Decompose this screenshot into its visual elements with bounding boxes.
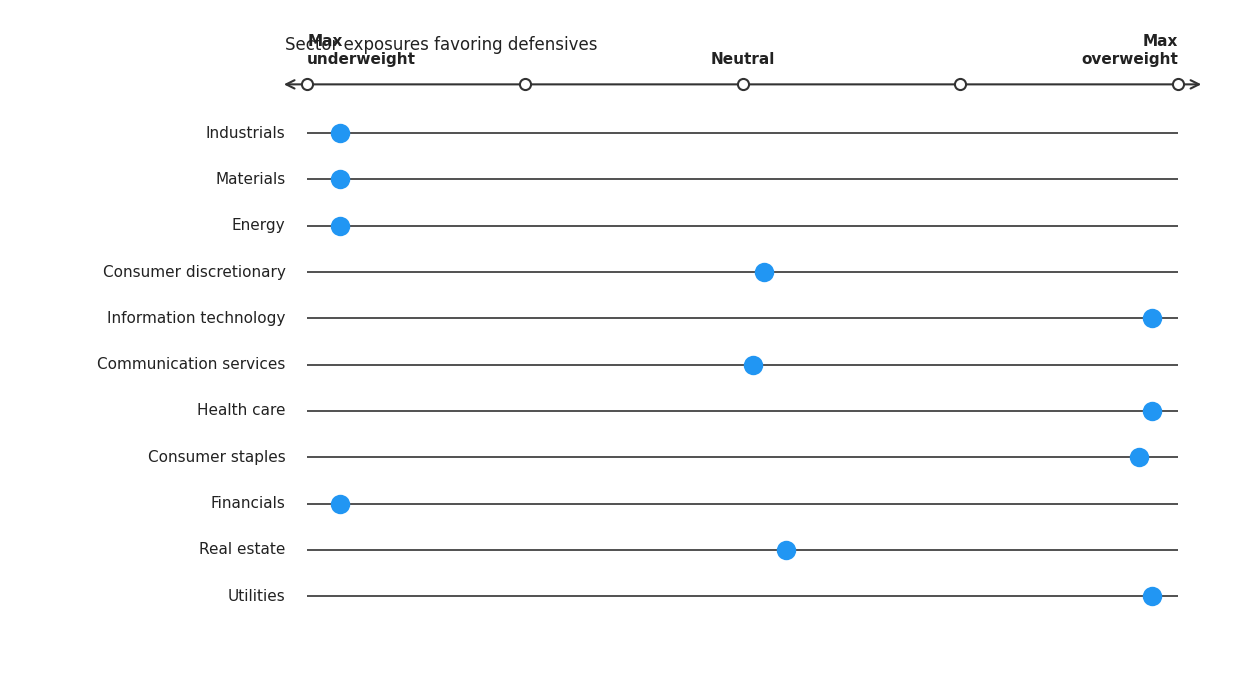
Text: Industrials: Industrials bbox=[206, 125, 286, 141]
Text: Energy: Energy bbox=[232, 218, 286, 233]
Text: Sector exposures favoring defensives: Sector exposures favoring defensives bbox=[286, 36, 598, 54]
Text: Utilities: Utilities bbox=[227, 589, 286, 603]
Text: Max
overweight: Max overweight bbox=[1081, 34, 1178, 67]
Text: Neutral: Neutral bbox=[710, 52, 775, 67]
Text: Communication services: Communication services bbox=[97, 357, 286, 372]
Text: Materials: Materials bbox=[215, 172, 286, 187]
Text: Max
underweight: Max underweight bbox=[307, 34, 417, 67]
Text: Real estate: Real estate bbox=[200, 542, 286, 557]
Text: Consumer discretionary: Consumer discretionary bbox=[102, 265, 286, 279]
Text: Consumer staples: Consumer staples bbox=[147, 449, 286, 465]
Text: Information technology: Information technology bbox=[107, 311, 286, 326]
Text: Financials: Financials bbox=[211, 496, 286, 511]
Text: Health care: Health care bbox=[197, 403, 286, 419]
